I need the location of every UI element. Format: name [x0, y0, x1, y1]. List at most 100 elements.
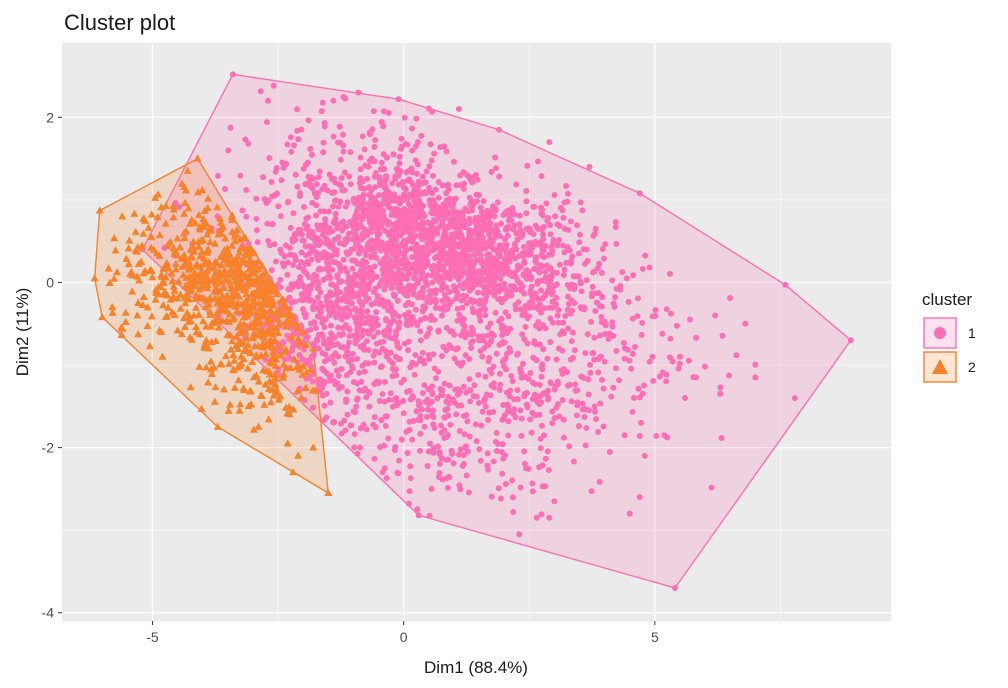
cluster-1-point: [350, 195, 357, 202]
cluster-1-point: [387, 390, 394, 397]
cluster-1-point: [422, 314, 429, 321]
cluster-1-point: [418, 223, 425, 230]
cluster-1-point: [385, 330, 392, 337]
cluster-1-point: [496, 370, 503, 377]
cluster-2-point: [216, 360, 225, 368]
cluster-1-point: [488, 236, 495, 243]
cluster-1-point: [382, 200, 389, 207]
cluster-2-point: [212, 314, 221, 323]
cluster-1-point: [554, 312, 561, 319]
cluster-1-point: [321, 402, 328, 409]
cluster-1-point: [398, 196, 405, 203]
cluster-1-point: [360, 260, 367, 267]
cluster-1-point: [321, 208, 328, 215]
cluster-1-point: [415, 251, 422, 258]
cluster-1-point: [330, 133, 337, 140]
cluster-1-point: [492, 232, 499, 239]
cluster-2-point: [181, 198, 190, 207]
cluster-2-point: [264, 284, 273, 292]
cluster-2-point: [216, 270, 225, 278]
cluster-1-point: [322, 316, 329, 323]
cluster-1-point: [502, 295, 509, 302]
cluster-1-point: [468, 324, 475, 331]
cluster-1-point: [380, 123, 387, 130]
cluster-2-point: [258, 261, 267, 269]
cluster-1-hull-vertex: [395, 96, 402, 103]
cluster-2-point: [233, 275, 242, 284]
cluster-1-point: [523, 225, 530, 232]
cluster-1-point: [414, 322, 421, 329]
cluster-1-point: [588, 293, 595, 300]
cluster-1-point: [431, 150, 438, 157]
cluster-1-point: [484, 450, 491, 457]
cluster-1-point: [354, 355, 361, 362]
cluster-2-point: [128, 287, 137, 295]
cluster-1-point: [509, 494, 516, 501]
cluster-1-point: [466, 284, 473, 291]
cluster-2-point: [263, 327, 272, 335]
cluster-2-point: [234, 292, 243, 300]
cluster-1-point: [381, 379, 388, 386]
cluster-1-point: [326, 171, 333, 178]
cluster-1-point: [417, 357, 424, 364]
cluster-2-point: [229, 366, 238, 374]
cluster-1-point: [480, 304, 487, 311]
cluster-1-point: [379, 345, 386, 352]
cluster-2-point: [162, 258, 171, 267]
cluster-1-point: [536, 301, 543, 308]
cluster-2-point: [186, 261, 195, 269]
cluster-1-point: [549, 298, 556, 305]
cluster-1-point: [227, 124, 234, 131]
cluster-1-point: [577, 278, 584, 285]
cluster-2-point: [256, 303, 265, 311]
cluster-1-point: [692, 374, 699, 381]
cluster-2-point: [153, 287, 162, 296]
cluster-2-point: [186, 383, 195, 391]
cluster-1-point: [291, 142, 298, 149]
cluster-1-point: [254, 239, 261, 246]
cluster-1-point: [518, 415, 525, 422]
cluster-1-hull-vertex: [847, 337, 854, 344]
cluster-1-point: [526, 251, 533, 258]
cluster-1-point: [562, 183, 569, 190]
cluster-1-point: [401, 114, 408, 121]
cluster-1-point: [528, 429, 535, 436]
cluster-1-point: [478, 422, 485, 429]
cluster-1-point: [426, 163, 433, 170]
cluster-2-point: [264, 275, 273, 283]
cluster-1-point: [351, 431, 358, 438]
cluster-2-point: [195, 329, 204, 338]
cluster-1-point: [538, 226, 545, 233]
cluster-2-hull-vertex: [98, 312, 107, 321]
cluster-1-point: [568, 398, 575, 405]
cluster-1-point: [591, 403, 598, 410]
cluster-1-point: [511, 269, 518, 276]
cluster-2-point: [270, 374, 279, 382]
cluster-1-point: [478, 257, 485, 264]
cluster-1-point: [297, 193, 304, 200]
cluster-2-point: [138, 300, 147, 309]
cluster-1-point: [579, 207, 586, 214]
cluster-2-point: [203, 275, 212, 284]
cluster-1-point: [421, 382, 428, 389]
cluster-1-point: [298, 249, 305, 256]
cluster-2-point: [230, 232, 239, 240]
cluster-2-point: [294, 334, 303, 342]
cluster-1-point: [620, 339, 627, 346]
cluster-1-point: [304, 159, 311, 166]
cluster-2-point: [234, 344, 243, 353]
cluster-1-point: [548, 244, 555, 251]
cluster-1-point: [354, 395, 361, 402]
cluster-1-point: [465, 489, 472, 496]
cluster-1-point: [395, 356, 402, 363]
cluster-1-point: [536, 381, 543, 388]
cluster-2-point: [254, 316, 263, 324]
cluster-2-point: [231, 228, 240, 236]
cluster-1-point: [328, 330, 335, 337]
cluster-2-point: [265, 384, 274, 393]
x-tick-label: -5: [146, 629, 159, 645]
cluster-1-point: [406, 176, 413, 183]
cluster-1-point: [638, 331, 645, 338]
cluster-2-point: [195, 285, 204, 293]
cluster-1-point: [591, 230, 598, 237]
